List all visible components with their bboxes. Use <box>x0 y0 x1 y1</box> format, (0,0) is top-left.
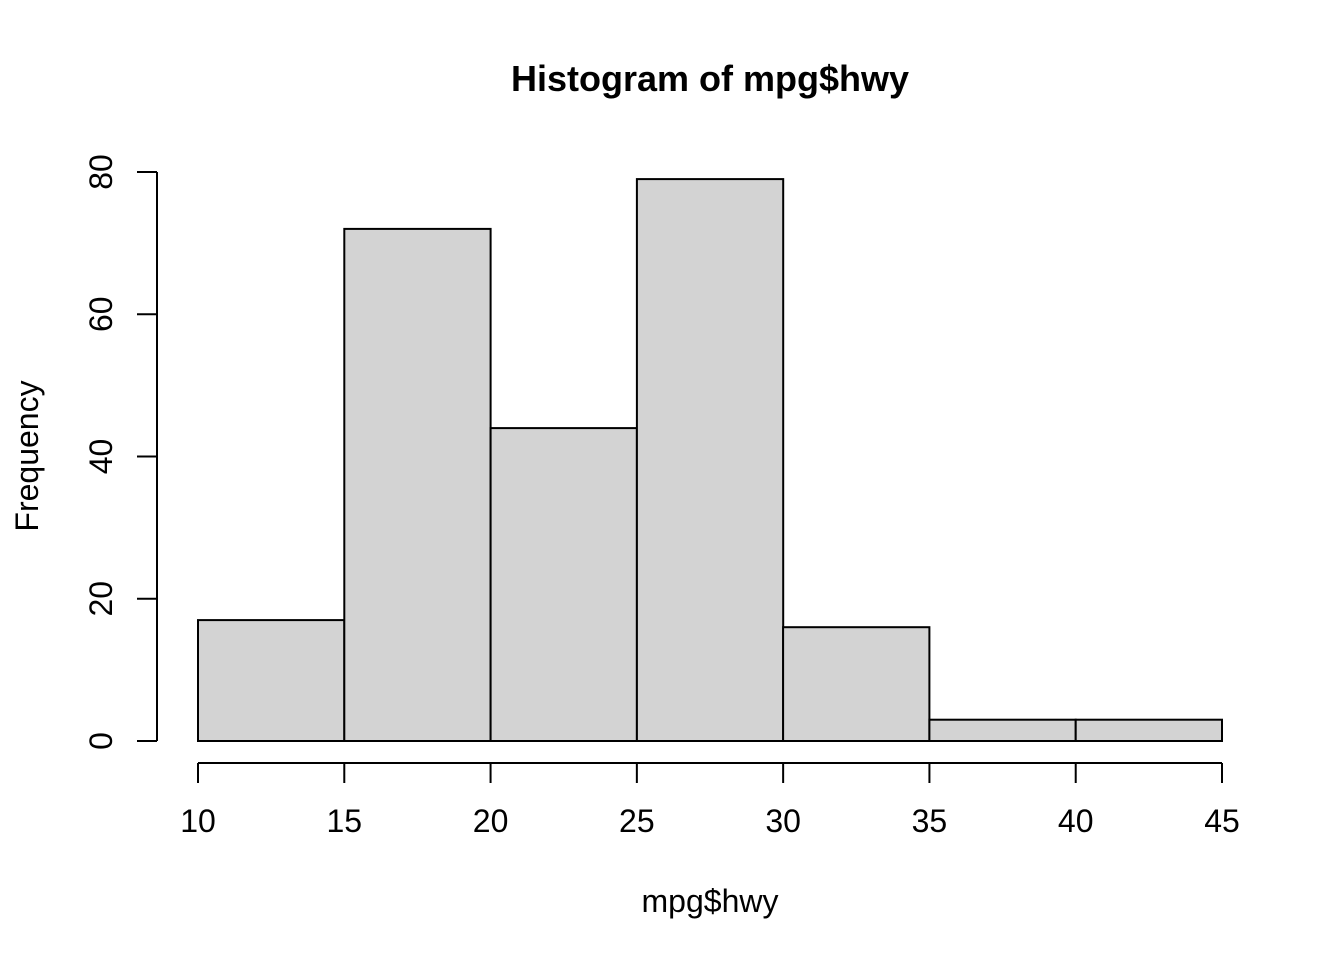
x-tick-label: 40 <box>1058 803 1094 839</box>
y-tick-label: 20 <box>83 581 119 617</box>
chart-title: Histogram of mpg$hwy <box>511 58 909 99</box>
histogram-bar <box>343 227 492 742</box>
histogram-bar <box>928 718 1077 743</box>
x-tick-label: 35 <box>912 803 948 839</box>
histogram-bar <box>197 619 346 742</box>
y-axis: 0 20 40 60 80 <box>83 154 158 750</box>
x-tick-label: 45 <box>1204 803 1240 839</box>
x-tick-label: 20 <box>473 803 509 839</box>
x-tick-label: 25 <box>619 803 655 839</box>
x-tick-label: 30 <box>765 803 801 839</box>
histogram-bar <box>489 427 638 742</box>
y-axis-title: Frequency <box>9 380 45 531</box>
histogram-bars <box>197 178 1223 743</box>
x-tick-label: 10 <box>180 803 216 839</box>
y-tick-label: 60 <box>83 296 119 332</box>
y-tick-label: 0 <box>83 732 119 750</box>
histogram-bar <box>1074 718 1223 743</box>
histogram-bar <box>635 178 785 743</box>
x-axis-title: mpg$hwy <box>642 883 779 919</box>
x-axis: 10 15 20 25 30 35 40 45 <box>180 762 1240 839</box>
y-tick-label: 80 <box>83 154 119 190</box>
x-tick-label: 15 <box>326 803 362 839</box>
y-tick-label: 40 <box>83 439 119 475</box>
histogram-bar <box>782 626 931 743</box>
